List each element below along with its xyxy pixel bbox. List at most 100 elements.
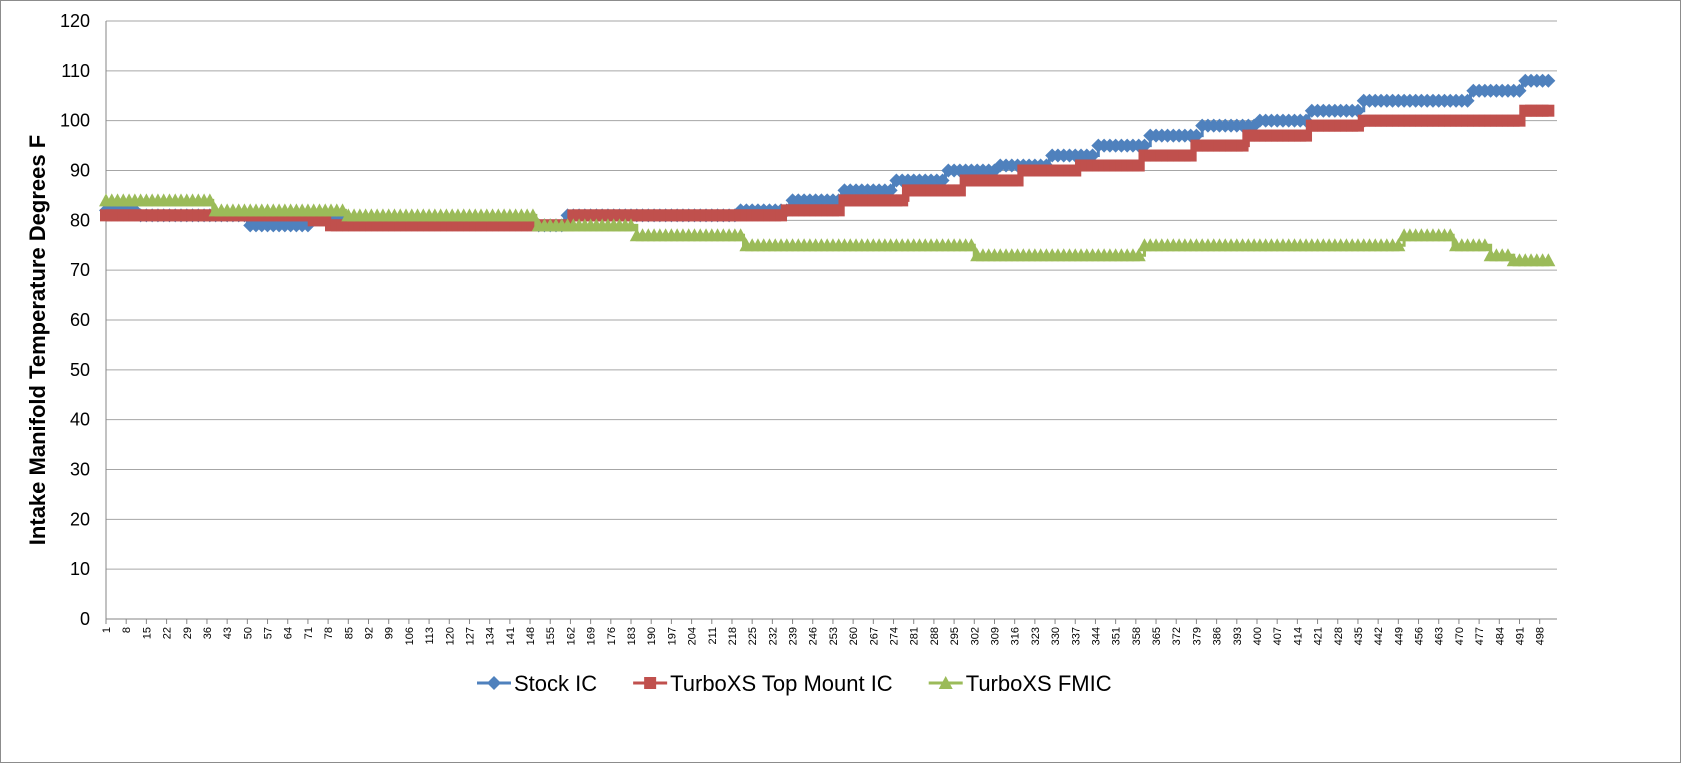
x-tick-label: 414 [1292,627,1304,645]
x-tick-label: 295 [949,627,961,645]
y-tick-label: 10 [70,559,90,579]
x-tick-label: 127 [464,627,476,645]
x-tick-label: 50 [242,627,254,639]
x-tick-label: 29 [182,627,194,639]
x-tick-label: 85 [343,627,355,639]
data-point [883,183,898,198]
x-tick-label: 204 [687,627,699,645]
x-tick-label: 372 [1171,627,1183,645]
x-tick-label: 120 [444,627,456,645]
legend-item: Stock IC [477,671,597,696]
legend-label: Stock IC [514,671,597,696]
x-tick-label: 365 [1151,627,1163,645]
data-point [1300,129,1313,142]
x-tick-label: 141 [505,627,517,645]
x-tick-label: 148 [525,627,537,645]
x-tick-label: 316 [1010,627,1022,645]
y-tick-label: 20 [70,509,90,529]
x-tick-label: 162 [565,627,577,645]
x-tick-label: 113 [424,627,436,645]
y-tick-label: 100 [60,111,90,131]
data-point [832,204,845,217]
x-tick-label: 99 [384,627,396,639]
legend-label: TurboXS Top Mount IC [670,671,893,696]
data-point [1512,83,1527,98]
x-tick-label: 197 [666,627,678,645]
x-tick-label: 106 [404,627,416,645]
data-point [1443,228,1458,242]
x-tick-label: 274 [889,627,901,645]
x-tick-label: 71 [303,627,315,639]
data-point [935,173,950,188]
x-tick-label: 344 [1090,627,1102,645]
x-tick-label: 435 [1353,627,1365,645]
x-tick-label: 267 [868,627,880,645]
data-point [1513,114,1526,127]
y-tick-label: 120 [60,11,90,31]
y-tick-label: 0 [80,609,90,629]
x-tick-label: 477 [1474,627,1486,645]
data-point [525,208,540,222]
x-tick-label: 78 [323,627,335,639]
data-point [624,218,639,232]
series-turboxs-fmic [99,193,1556,267]
data-point [1131,248,1146,262]
data-point [964,238,979,252]
x-tick-label: 463 [1434,627,1446,645]
data-point [644,677,657,689]
x-tick-label: 421 [1313,627,1325,645]
x-tick-label: 288 [929,627,941,645]
x-tick-label: 260 [848,627,860,645]
x-tick-label: 57 [263,627,275,639]
data-point [1184,149,1197,162]
x-tick-label: 183 [626,627,638,645]
y-axis-label: Intake Manifold Temperature Degrees F [25,135,50,545]
x-tick-label: 302 [969,627,981,645]
y-tick-label: 110 [61,61,90,81]
y-tick-label: 70 [70,260,90,280]
y-axis-ticks: 0 10 20 30 40 50 60 70 80 90 100 110 120 [60,11,90,629]
legend-item: TurboXS FMIC [928,671,1112,696]
y-tick-label: 30 [70,460,90,480]
x-tick-label: 155 [545,627,557,645]
x-tick-label: 449 [1393,627,1405,645]
y-tick-label: 60 [70,310,90,330]
x-tick-label: 36 [202,627,214,639]
y-tick-label: 40 [70,410,90,430]
data-point [1460,93,1475,108]
x-tick-label: 190 [646,627,658,645]
x-tick-label: 169 [586,627,598,645]
legend: Stock IC TurboXS Top Mount IC TurboXS FMIC [477,671,1112,696]
data-point [1391,238,1406,252]
data-point [1189,128,1204,143]
x-tick-label: 498 [1535,627,1547,645]
x-tick-label: 470 [1454,627,1466,645]
data-point [1542,104,1555,117]
data-point [1236,139,1249,152]
data-point [1350,103,1365,118]
data-point [1011,174,1024,187]
data-point [1085,148,1100,163]
x-tick-label: 386 [1212,627,1224,645]
x-tick-label: 211 [707,627,719,645]
y-tick-label: 80 [70,210,90,230]
data-point [1132,159,1145,172]
x-tick-label: 253 [828,627,840,645]
data-point [953,184,966,197]
x-tick-label: 442 [1373,627,1385,645]
x-tick-label: 323 [1030,627,1042,645]
data-point [1541,253,1556,267]
x-tick-label: 1 [101,627,113,633]
legend-label: TurboXS FMIC [966,671,1112,696]
x-tick-label: 64 [283,627,295,639]
x-tick-label: 8 [121,627,133,633]
data-point [733,228,748,242]
x-axis-ticks: 1 8 15 22 29 36 43 50 57 64 71 78 85 92 99 106 113 120 127… [101,619,1547,645]
x-tick-label: 134 [485,627,497,645]
x-tick-label: 456 [1414,627,1426,645]
x-tick-label: 218 [727,627,739,645]
x-tick-label: 337 [1070,627,1082,645]
x-tick-label: 43 [222,627,234,639]
x-tick-label: 22 [162,627,174,639]
